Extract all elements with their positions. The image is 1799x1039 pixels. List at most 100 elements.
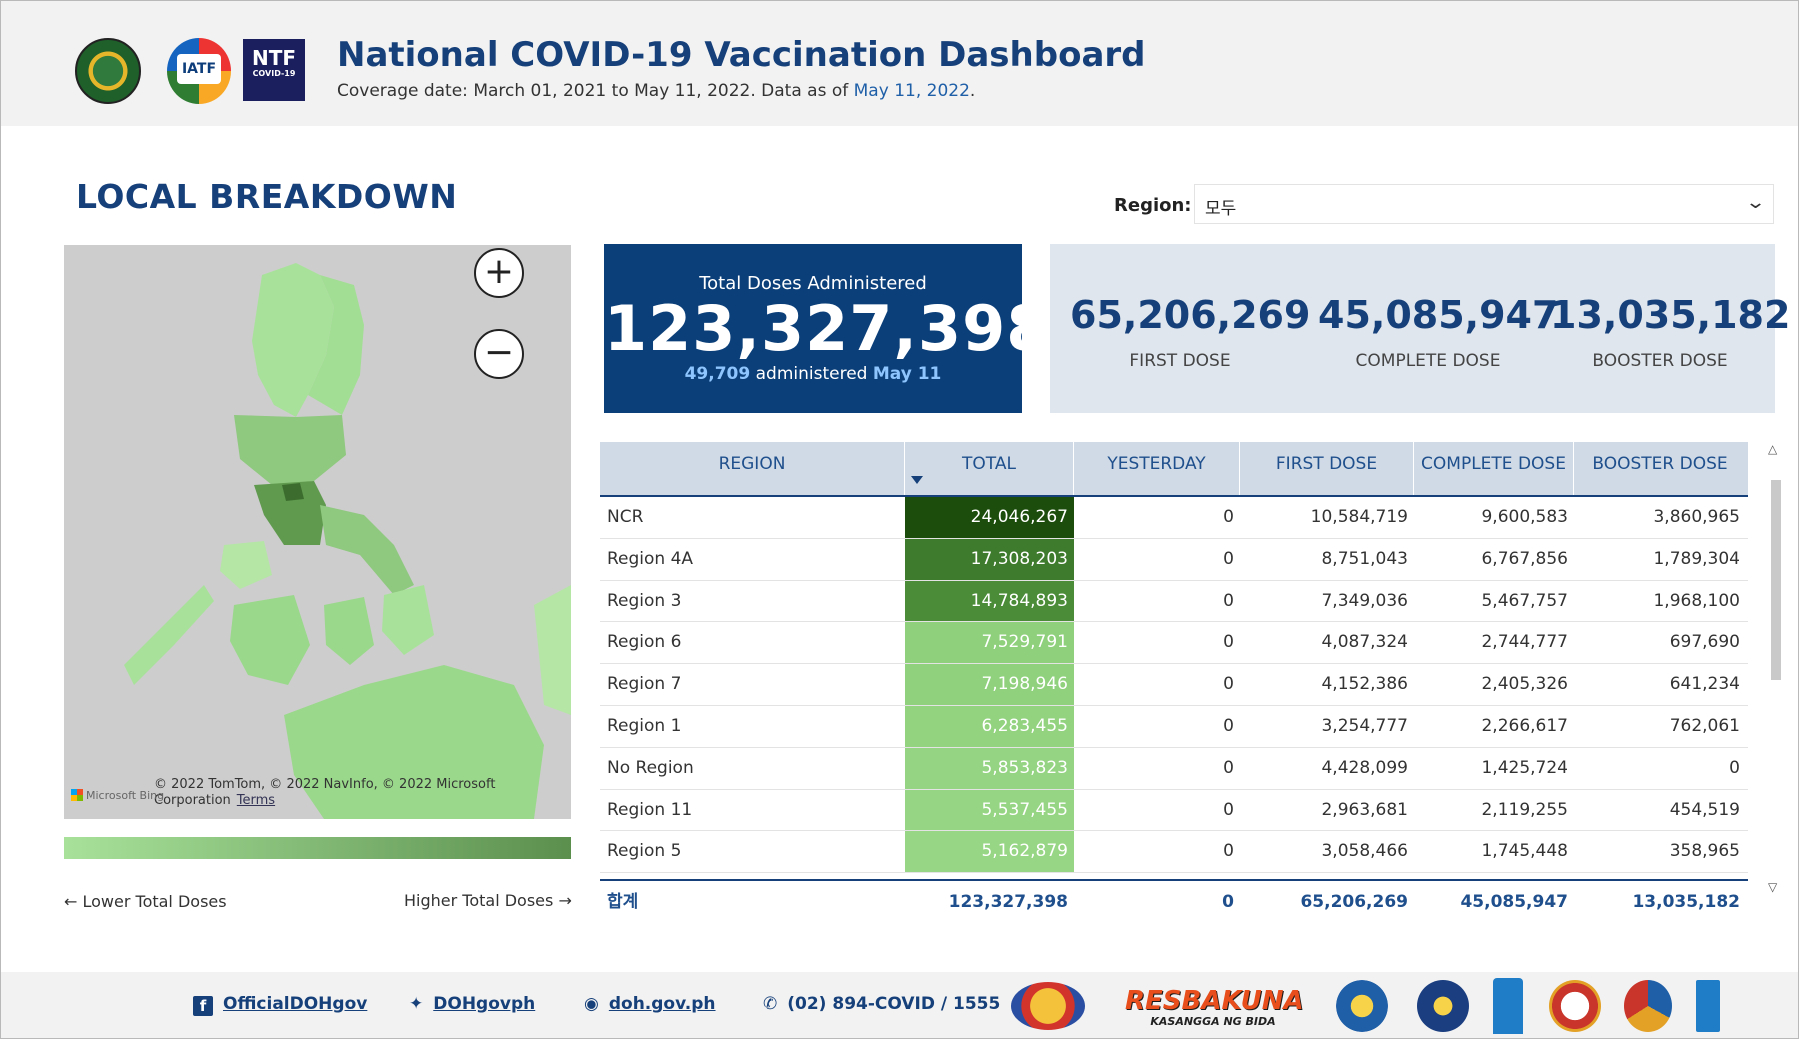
booster-dose-cell: 697,690 [1669, 632, 1740, 653]
region-filter-dropdown[interactable]: 모두 ⌄ [1194, 184, 1774, 224]
table-row[interactable]: Region 5 5,162,879 0 3,058,466 1,745,448 358,… [600, 831, 1748, 874]
table-scrollbar[interactable]: △ ▽ [1768, 442, 1782, 902]
region-cell: Region 11 [607, 799, 693, 820]
zoom-in-button[interactable]: + [474, 248, 524, 298]
yesterday-cell: 0 [1223, 674, 1234, 695]
sort-descending-icon[interactable] [911, 476, 923, 484]
region-cell: Region 7 [607, 674, 682, 695]
region-cell: Region 1 [607, 715, 682, 736]
table-row[interactable]: Region 3 14,784,893 0 7,349,036 5,467,757 1,9… [600, 580, 1748, 623]
page-title: National COVID-19 Vaccination Dashboard [337, 35, 1146, 75]
booster-dose-cell: 641,234 [1669, 674, 1740, 695]
region-cell: No Region [607, 757, 694, 778]
map-region-mindanao [284, 665, 544, 819]
chevron-down-icon: ⌄ [1744, 192, 1767, 213]
bing-logo-text: Microsoft Bing [86, 789, 165, 802]
twitter-link-text: DOHgovph [433, 994, 536, 1014]
scrollbar-thumb[interactable] [1771, 480, 1781, 680]
dashboard-header: IATF NTF COVID-19 National COVID-19 Vacci… [1, 1, 1798, 126]
booster-dose-cell: 762,061 [1669, 715, 1740, 736]
legend-high-label: Higher Total Doses → [404, 891, 572, 910]
doh-seal-logo [75, 38, 141, 104]
column-header-complete-dose[interactable]: COMPLETE DOSE [1414, 442, 1574, 495]
coverage-suffix: . [969, 81, 976, 101]
total-cell: 17,308,203 [905, 538, 1074, 580]
choropleth-map[interactable]: + − © 2022 TomTom, © 2022 NavInfo, © 202… [64, 245, 571, 819]
zoom-out-button[interactable]: − [474, 329, 524, 379]
dilg-logo [1549, 980, 1601, 1032]
total-cell: 14,784,893 [905, 580, 1074, 622]
total-row-label: 합계 [607, 892, 639, 913]
booster-dose-cell: 358,965 [1669, 841, 1740, 862]
column-header-region[interactable]: REGION [600, 442, 905, 495]
map-region-visayas-west [230, 595, 310, 685]
first-dose-cell: 8,751,043 [1321, 548, 1408, 569]
facebook-link-text: OfficialDOHgov [223, 994, 368, 1014]
booster-dose-cell: 3,860,965 [1653, 507, 1740, 527]
region-cell: Region 5 [607, 841, 682, 862]
map-attribution-text: © 2022 TomTom, © 2022 NavInfo, © 2022 Mi… [154, 777, 496, 808]
column-header-booster-dose[interactable]: BOOSTER DOSE [1592, 454, 1728, 474]
globe-icon: ◉ [584, 994, 599, 1014]
bing-logo: Microsoft Bing [71, 789, 164, 802]
column-header-first-dose[interactable]: FIRST DOSE [1240, 442, 1414, 495]
footer: f OfficialDOHgov ✦ DOHgovph ◉ doh.gov.ph ✆ (… [1, 972, 1798, 1038]
total-cell: 7,529,791 [905, 622, 1074, 664]
total-cell: 7,198,946 [905, 664, 1074, 705]
scroll-up-icon[interactable]: △ [1768, 442, 1778, 456]
yesterday-cell: 0 [1223, 799, 1234, 820]
table-row[interactable]: NCR 24,046,267 0 10,584,719 9,600,583 3,860,9… [600, 497, 1748, 539]
ntf-logo-subtext: COVID-19 [252, 69, 296, 78]
map-region-bicol [320, 505, 414, 595]
booster-dose-kpi: 13,035,182 BOOSTER DOSE [1550, 293, 1790, 371]
hotline-text: (02) 894-COVID / 1555 [787, 994, 1001, 1014]
facebook-link[interactable]: f OfficialDOHgov [193, 994, 367, 1016]
table-row[interactable]: Region 4A 17,308,203 0 8,751,043 6,767,856 1,… [600, 538, 1748, 581]
column-header-total[interactable]: TOTAL [905, 442, 1074, 495]
map-color-legend [64, 837, 571, 859]
first-dose-value: 65,206,269 [1070, 293, 1311, 337]
daily-date: May 11 [872, 364, 942, 384]
twitter-link[interactable]: ✦ DOHgovph [409, 994, 535, 1014]
website-link[interactable]: ◉ doh.gov.ph [584, 994, 716, 1014]
table-header: REGION TOTAL YESTERDAY FIRST DOSE COMPLE… [600, 442, 1748, 497]
table-row[interactable]: Region 6 7,529,791 0 4,087,324 2,744,777 697,… [600, 622, 1748, 665]
map-region-far-east [534, 585, 571, 715]
total-row-total: 123,327,398 [948, 892, 1068, 913]
region-filter-label: Region: [1114, 195, 1192, 216]
yesterday-cell: 0 [1223, 507, 1234, 527]
data-as-of-date: May 11, 2022 [853, 81, 970, 101]
map-terms-link[interactable]: Terms [236, 793, 276, 808]
total-row-booster-dose: 13,035,182 [1632, 892, 1740, 913]
daily-text: administered [750, 364, 873, 384]
philippines-map-shapes [124, 263, 571, 819]
complete-dose-value: 45,085,947 [1318, 293, 1559, 337]
total-cell: 6,283,455 [905, 705, 1074, 747]
first-dose-label: FIRST DOSE [1129, 351, 1231, 371]
booster-dose-label: BOOSTER DOSE [1592, 351, 1728, 371]
complete-dose-kpi: 45,085,947 COMPLETE DOSE [1318, 293, 1559, 371]
map-region-visayas-east [382, 585, 434, 655]
region-table: REGION TOTAL YESTERDAY FIRST DOSE COMPLE… [600, 442, 1748, 924]
column-header-yesterday[interactable]: YESTERDAY [1074, 442, 1240, 495]
microsoft-icon [71, 789, 83, 801]
booster-dose-cell: 0 [1729, 757, 1740, 778]
total-cell: 5,537,455 [905, 789, 1074, 831]
table-row[interactable]: No Region 5,853,823 0 4,428,099 1,425,724 0 [600, 747, 1748, 790]
scroll-down-icon[interactable]: ▽ [1768, 880, 1778, 894]
ntf-logo-text: NTF [251, 46, 297, 70]
table-total-row: 합계 123,327,398 0 65,206,269 45,085,947 1… [600, 879, 1748, 924]
resbakuna-logo-text: RESBAKUNA [1125, 986, 1304, 1016]
table-row[interactable]: Region 7 7,198,946 0 4,152,386 2,405,326 641,… [600, 664, 1748, 706]
map-region-visayas-central [324, 597, 374, 665]
map-region-cagayan [308, 275, 364, 415]
bida-logo [1011, 982, 1085, 1030]
coverage-text: Coverage date: March 01, 2021 to May 11,… [337, 81, 854, 101]
daily-administered: 49,709 administered May 11 [604, 364, 1022, 384]
complete-dose-cell: 9,600,583 [1481, 507, 1568, 527]
table-row[interactable]: Region 1 6,283,455 0 3,254,777 2,266,617 762,… [600, 705, 1748, 748]
table-row[interactable]: Region 11 5,537,455 0 2,963,681 2,119,255 454… [600, 789, 1748, 832]
map-region-calabarzon [254, 481, 326, 545]
yesterday-cell: 0 [1223, 590, 1234, 611]
map-region-central-luzon [234, 415, 346, 485]
